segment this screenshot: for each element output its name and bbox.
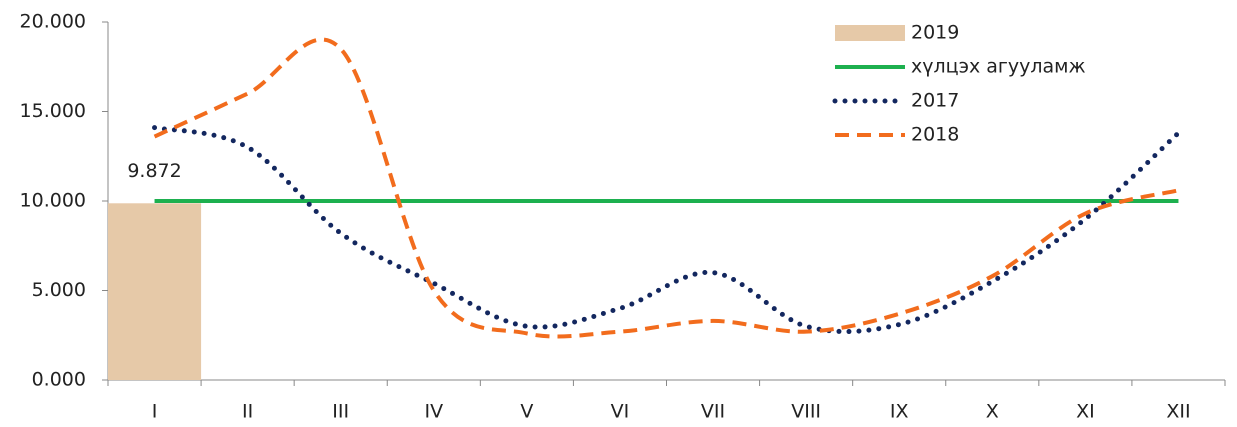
y-tick-label: 0.000	[32, 369, 86, 391]
legend-swatch	[835, 25, 905, 41]
x-tick-label: XII	[1166, 401, 1190, 423]
data-label: 9.872	[127, 160, 181, 182]
x-tick-label: V	[520, 401, 533, 423]
x-tick-label: VII	[701, 401, 725, 423]
y-tick-label: 20.000	[20, 11, 86, 33]
bar	[108, 203, 202, 380]
y-tick-label: 15.000	[20, 100, 86, 122]
legend-label: 2019	[911, 22, 959, 44]
legend-label: 2017	[911, 90, 959, 112]
x-tick-label: IV	[424, 401, 443, 423]
legend-label: хүлцэх агууламж	[911, 56, 1086, 78]
y-tick-label: 5.000	[32, 279, 86, 301]
x-tick-label: X	[986, 401, 999, 423]
x-tick-label: IX	[890, 401, 909, 423]
x-tick-label: II	[242, 401, 253, 423]
line-series	[152, 125, 1181, 335]
x-tick-label: VI	[611, 401, 630, 423]
x-tick-label: I	[152, 401, 158, 423]
x-tick-label: III	[332, 401, 349, 423]
y-tick-label: 10.000	[20, 190, 86, 212]
x-tick-label: XI	[1076, 401, 1095, 423]
line-series	[153, 37, 1179, 339]
x-tick-label: VIII	[791, 401, 821, 423]
legend-label: 2018	[911, 124, 959, 146]
